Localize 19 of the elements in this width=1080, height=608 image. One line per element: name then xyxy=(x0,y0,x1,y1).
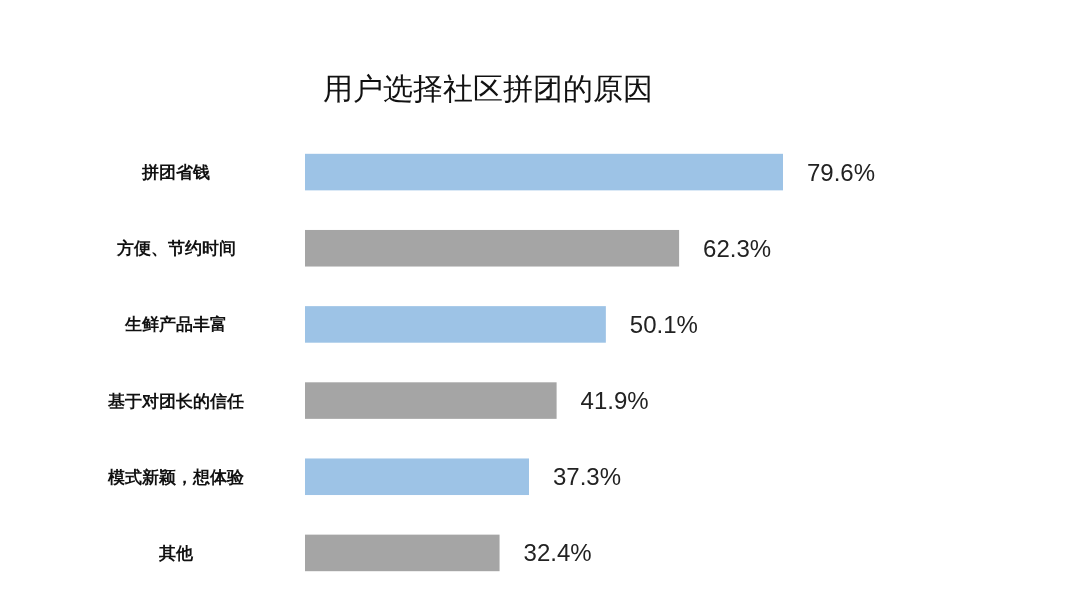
bar xyxy=(305,458,529,496)
y-tick-label: 生鲜产品丰富 xyxy=(124,314,227,335)
data-label: 50.1% xyxy=(629,310,698,338)
chart-title: 用户选择社区拼团的原因 xyxy=(323,70,653,106)
bar xyxy=(305,382,557,419)
data-label: 32.4% xyxy=(523,539,592,567)
y-tick-label: 模式新颖，想体验 xyxy=(107,466,245,487)
y-tick-label: 方便、节约时间 xyxy=(115,238,236,259)
y-tick-label: 拼团省钱 xyxy=(141,162,210,183)
y-tick-label: 其他 xyxy=(158,542,194,563)
y-tick-label: 基于对团长的信任 xyxy=(107,390,244,411)
bar xyxy=(305,306,606,343)
bar xyxy=(305,534,500,572)
data-label: 79.6% xyxy=(807,158,876,186)
bar xyxy=(305,153,783,191)
data-label: 37.3% xyxy=(552,463,622,491)
data-label: 41.9% xyxy=(580,387,649,415)
bar xyxy=(305,229,680,267)
data-label: 62.3% xyxy=(703,234,772,262)
